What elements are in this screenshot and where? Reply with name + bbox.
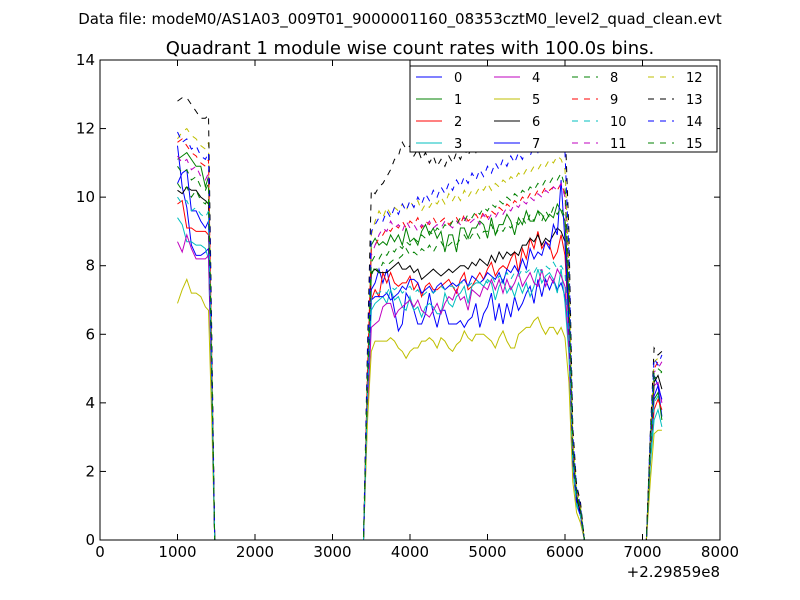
series-line-3 <box>177 217 663 540</box>
legend-label-5: 5 <box>532 93 540 108</box>
legend-label-10: 10 <box>610 115 627 130</box>
x-axis-offset-label: +2.29859e8 <box>627 563 720 581</box>
x-tick-label: 6000 <box>546 543 584 561</box>
y-tick-label: 10 <box>76 188 95 206</box>
series-line-2 <box>177 199 663 540</box>
y-tick-label: 14 <box>76 51 95 69</box>
legend-label-11: 11 <box>610 137 627 152</box>
x-tick-label: 2000 <box>236 543 274 561</box>
legend-label-4: 4 <box>532 71 540 86</box>
chart-title: Quadrant 1 module wise count rates with … <box>166 38 655 59</box>
series-line-1 <box>177 151 663 540</box>
series-line-13 <box>177 97 663 540</box>
y-tick-label: 6 <box>85 325 95 343</box>
series-line-9 <box>177 138 663 540</box>
legend-label-3: 3 <box>454 137 462 152</box>
figure-supertitle: Data file: modeM0/AS1A03_009T01_90000011… <box>78 10 722 29</box>
legend-label-12: 12 <box>686 71 703 86</box>
x-tick-label: 8000 <box>701 543 739 561</box>
y-tick-label: 8 <box>85 257 95 275</box>
legend-label-0: 0 <box>454 71 462 86</box>
legend-label-6: 6 <box>532 115 540 130</box>
x-tick-label: 0 <box>95 543 105 561</box>
y-tick-label: 0 <box>85 531 95 549</box>
legend-frame <box>409 65 718 153</box>
legend-label-15: 15 <box>686 137 703 152</box>
x-tick-label: 1000 <box>158 543 196 561</box>
x-tick-label: 5000 <box>468 543 506 561</box>
series-line-10 <box>177 196 663 540</box>
legend-label-7: 7 <box>532 137 540 152</box>
legend-label-9: 9 <box>610 93 618 108</box>
legend-label-8: 8 <box>610 71 618 86</box>
x-tick-label: 4000 <box>391 543 429 561</box>
legend-label-1: 1 <box>454 93 462 108</box>
x-axis: 0 1000 2000 3000 4000 5000 6000 7000 8000 <box>95 60 739 561</box>
x-tick-label: 3000 <box>313 543 351 561</box>
series-line-12 <box>177 127 663 540</box>
legend-label-14: 14 <box>686 115 703 130</box>
y-tick-label: 2 <box>85 462 95 480</box>
x-tick-label: 7000 <box>623 543 661 561</box>
series-line-7 <box>177 168 663 540</box>
legend-label-2: 2 <box>454 115 462 130</box>
legend-label-13: 13 <box>686 93 703 108</box>
series-line-14 <box>177 131 663 540</box>
series-line-15 <box>177 166 663 540</box>
series-line-11 <box>177 155 663 540</box>
series-line-5 <box>177 278 662 540</box>
series-layer <box>177 97 663 540</box>
y-tick-label: 4 <box>85 394 95 412</box>
y-tick-label: 12 <box>76 120 95 138</box>
series-line-4 <box>177 233 663 540</box>
